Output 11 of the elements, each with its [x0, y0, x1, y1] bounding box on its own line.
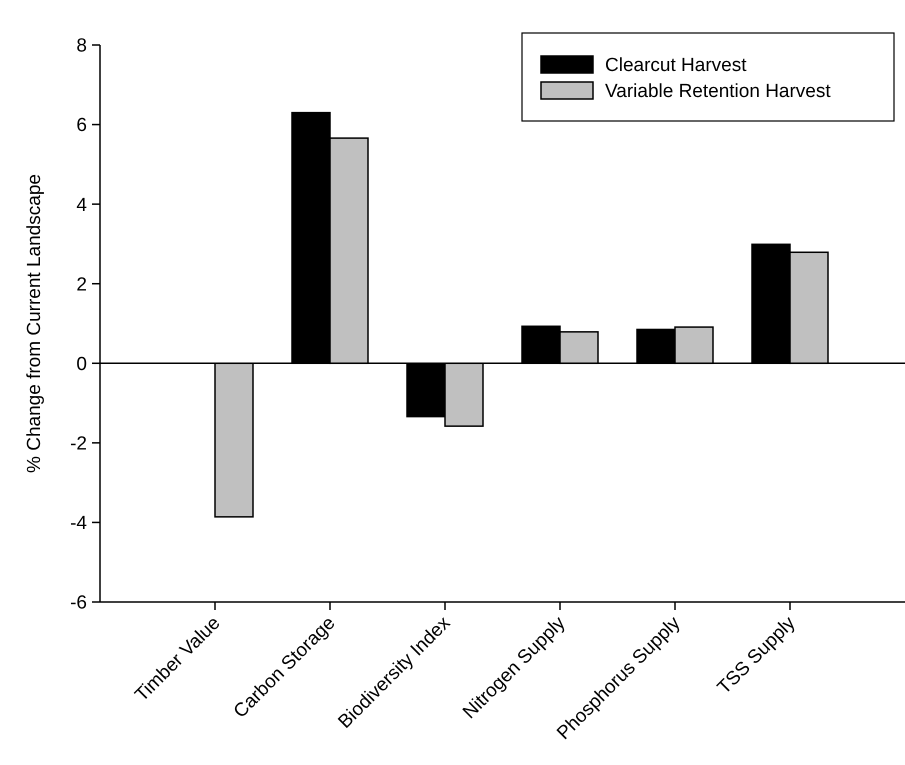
y-tick-label: -6 — [70, 592, 87, 614]
y-tick-label: 4 — [76, 194, 88, 216]
y-tick-label: -2 — [70, 434, 87, 455]
y-axis-title: % Change from Current Landscape — [24, 174, 45, 473]
y-tick-label: 8 — [76, 36, 87, 57]
y-tick-label: -4 — [70, 513, 88, 534]
y-tick-label: 0 — [76, 354, 87, 375]
legend-label: Clearcut Harvest — [605, 55, 748, 76]
y-tick-label: 6 — [76, 115, 87, 136]
y-tick-label: 2 — [76, 274, 87, 296]
legend-label: Variable Retention Harvest — [605, 81, 832, 102]
